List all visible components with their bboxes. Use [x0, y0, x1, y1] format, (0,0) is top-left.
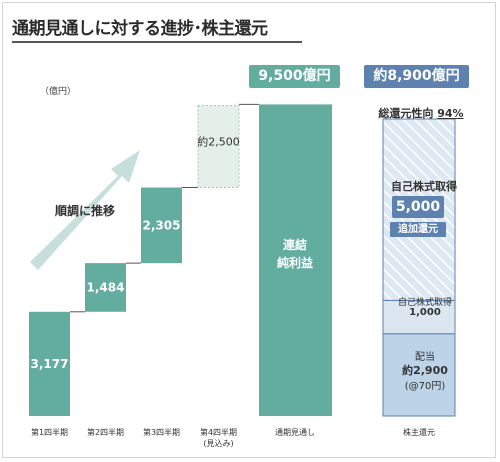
buyback-base-label: 自己株式取得: [397, 298, 452, 308]
bar-buyback-base: [382, 299, 456, 335]
dividend-label: 配当: [415, 352, 435, 363]
net-income-label: 連結 純利益: [262, 236, 328, 272]
x-label-1: 第1四半期: [30, 428, 69, 437]
data-label-q3: 2,305: [143, 218, 181, 232]
x-label-3: 第3四半期: [142, 428, 181, 437]
net-income-label-line1: 連結: [282, 238, 307, 252]
additional-return-tag: 追加還元: [390, 222, 446, 237]
trend-arrow-icon: [30, 150, 140, 270]
payout-label: 総還元性向: [378, 107, 434, 120]
data-label-q1: 3,177: [31, 357, 69, 371]
x-label-4-sub: (見込み): [203, 439, 234, 448]
data-label-q2: 1,484: [87, 280, 125, 294]
buyback-additional-label: 自己株式取得: [391, 180, 457, 193]
x-label-6: 株主還元: [403, 428, 435, 437]
trend-label: 順調に推移: [55, 204, 116, 218]
data-label-q4: 約2,500: [197, 135, 240, 149]
buyback-additional-value: 5,000: [392, 196, 444, 218]
bar-q2: [85, 263, 126, 312]
unit-label: （億円）: [40, 87, 77, 97]
dividend-value: 約2,900: [402, 364, 448, 377]
buyback-base-value: 1,000: [409, 307, 441, 318]
x-label-2: 第2四半期: [86, 428, 125, 437]
bar-q3: [141, 187, 182, 264]
shareholder-return-header: 約8,900億円: [364, 65, 469, 88]
x-label-4: 第4四半期 (見込み): [184, 427, 254, 449]
dividend-per-share: (@70円): [404, 381, 446, 392]
bar-q4: [197, 105, 240, 189]
page-title: 通期見通しに対する進捗･株主還元: [12, 19, 268, 39]
bar-q1: [29, 311, 70, 416]
full-year-header: 9,500億円: [249, 65, 340, 88]
x-label-5: 通期見通し: [275, 428, 315, 437]
payout-value: 94%: [437, 107, 464, 120]
title-underline: [12, 41, 302, 43]
payout-ratio: 総還元性向 94%: [366, 105, 476, 121]
net-income-label-line2: 純利益: [276, 256, 313, 270]
bar-full-year: [259, 104, 332, 417]
